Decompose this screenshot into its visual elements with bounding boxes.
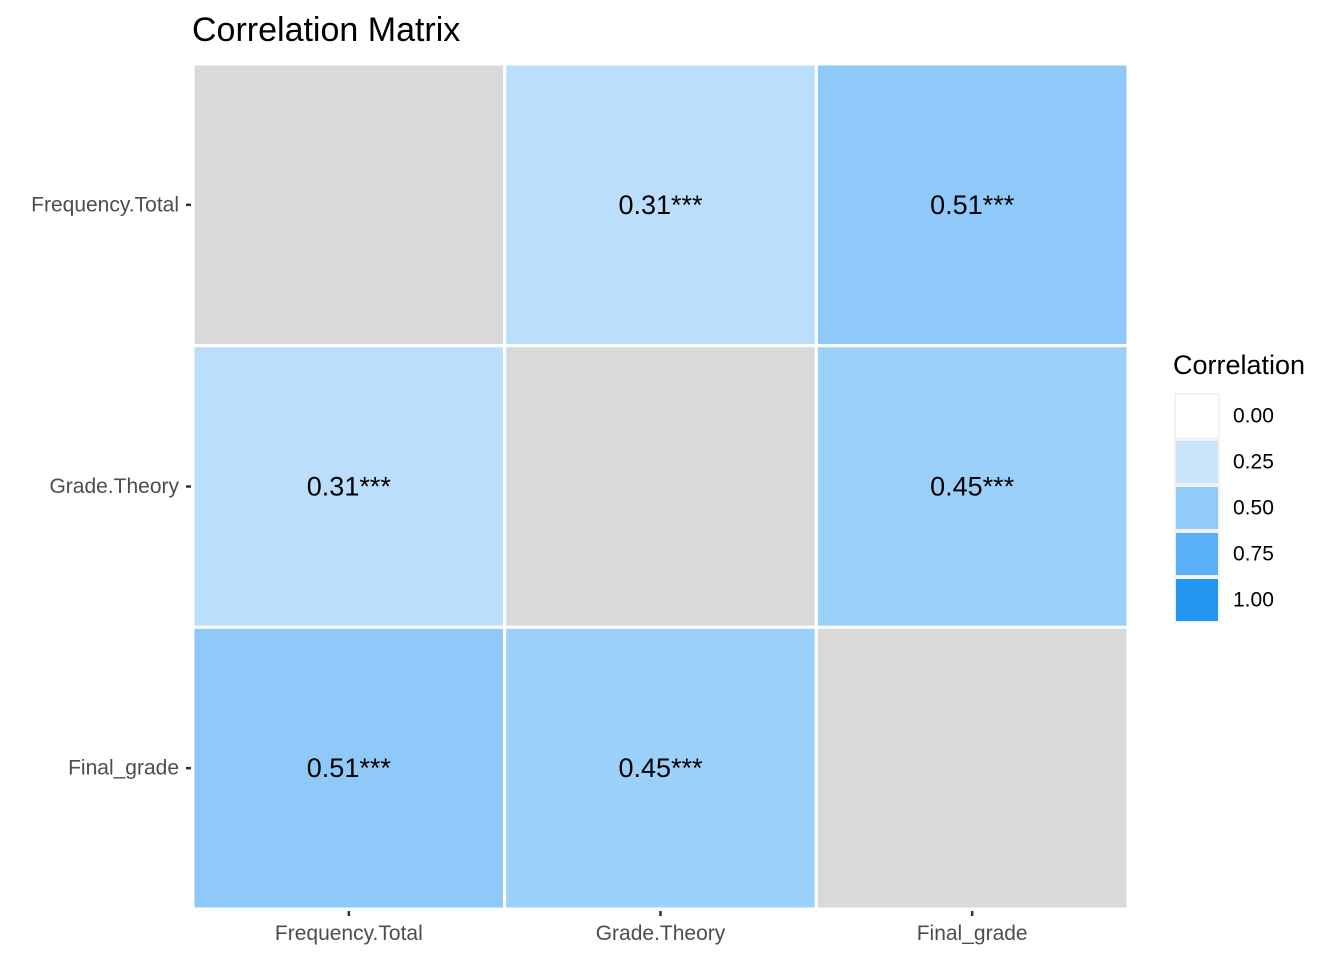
heatmap-cell-labels: 0.31*** 0.51*** 0.31*** 0.45*** 0.51*** 0.45*… — [307, 190, 1015, 783]
cell-value-label: 0.31*** — [618, 190, 703, 220]
cell-value-label: 0.51*** — [307, 753, 392, 783]
heatmap-cell-final-grade-frequency-total — [191, 625, 507, 911]
legend-title: Correlation — [1173, 350, 1305, 380]
legend-swatch — [1176, 441, 1218, 483]
heatmap-cell-final-grade-grade-theory — [503, 625, 818, 911]
x-tick-label-final-grade: Final_grade — [917, 922, 1028, 945]
heatmap-cell-grade-theory-frequency-total — [191, 344, 507, 629]
heatmap-cell-frequency-total-frequency-total — [191, 62, 507, 348]
heatmap-cell-grade-theory-grade-theory — [503, 344, 818, 629]
cell-value-label: 0.31*** — [307, 472, 392, 502]
cell-value-label: 0.45*** — [618, 753, 703, 783]
legend-label: 0.75 — [1233, 543, 1274, 566]
legend-label: 0.00 — [1233, 405, 1274, 428]
legend-swatch — [1176, 579, 1218, 621]
legend-swatch — [1176, 487, 1218, 529]
heatmap-cell-grade-theory-final-grade — [814, 344, 1130, 629]
x-axis: Frequency.Total Grade.Theory Final_grade — [275, 911, 1028, 945]
y-axis: Frequency.Total Grade.Theory Final_grade — [31, 193, 191, 780]
chart-title: Correlation Matrix — [192, 11, 460, 49]
x-tick-label-grade-theory: Grade.Theory — [596, 922, 726, 945]
legend-label: 1.00 — [1233, 589, 1274, 612]
legend: Correlation 0.00 0.25 0.50 0.75 1.00 — [1173, 350, 1305, 623]
cell-value-label: 0.51*** — [930, 190, 1015, 220]
y-tick-label-frequency-total: Frequency.Total — [31, 193, 179, 216]
legend-label: 0.50 — [1233, 497, 1274, 520]
heatmap-cell-frequency-total-final-grade — [814, 62, 1130, 348]
legend-swatch — [1176, 395, 1218, 437]
heatmap-cell-frequency-total-grade-theory — [503, 62, 818, 348]
heatmap-cell-final-grade-final-grade — [814, 625, 1130, 911]
cell-value-label: 0.45*** — [930, 472, 1015, 502]
heatmap-cells — [191, 62, 1130, 911]
y-tick-label-grade-theory: Grade.Theory — [49, 475, 179, 498]
y-tick-label-final-grade: Final_grade — [68, 757, 179, 780]
x-tick-label-frequency-total: Frequency.Total — [275, 922, 423, 945]
legend-keys: 0.00 0.25 0.50 0.75 1.00 — [1174, 393, 1274, 623]
legend-label: 0.25 — [1233, 451, 1274, 474]
legend-swatch — [1176, 533, 1218, 575]
